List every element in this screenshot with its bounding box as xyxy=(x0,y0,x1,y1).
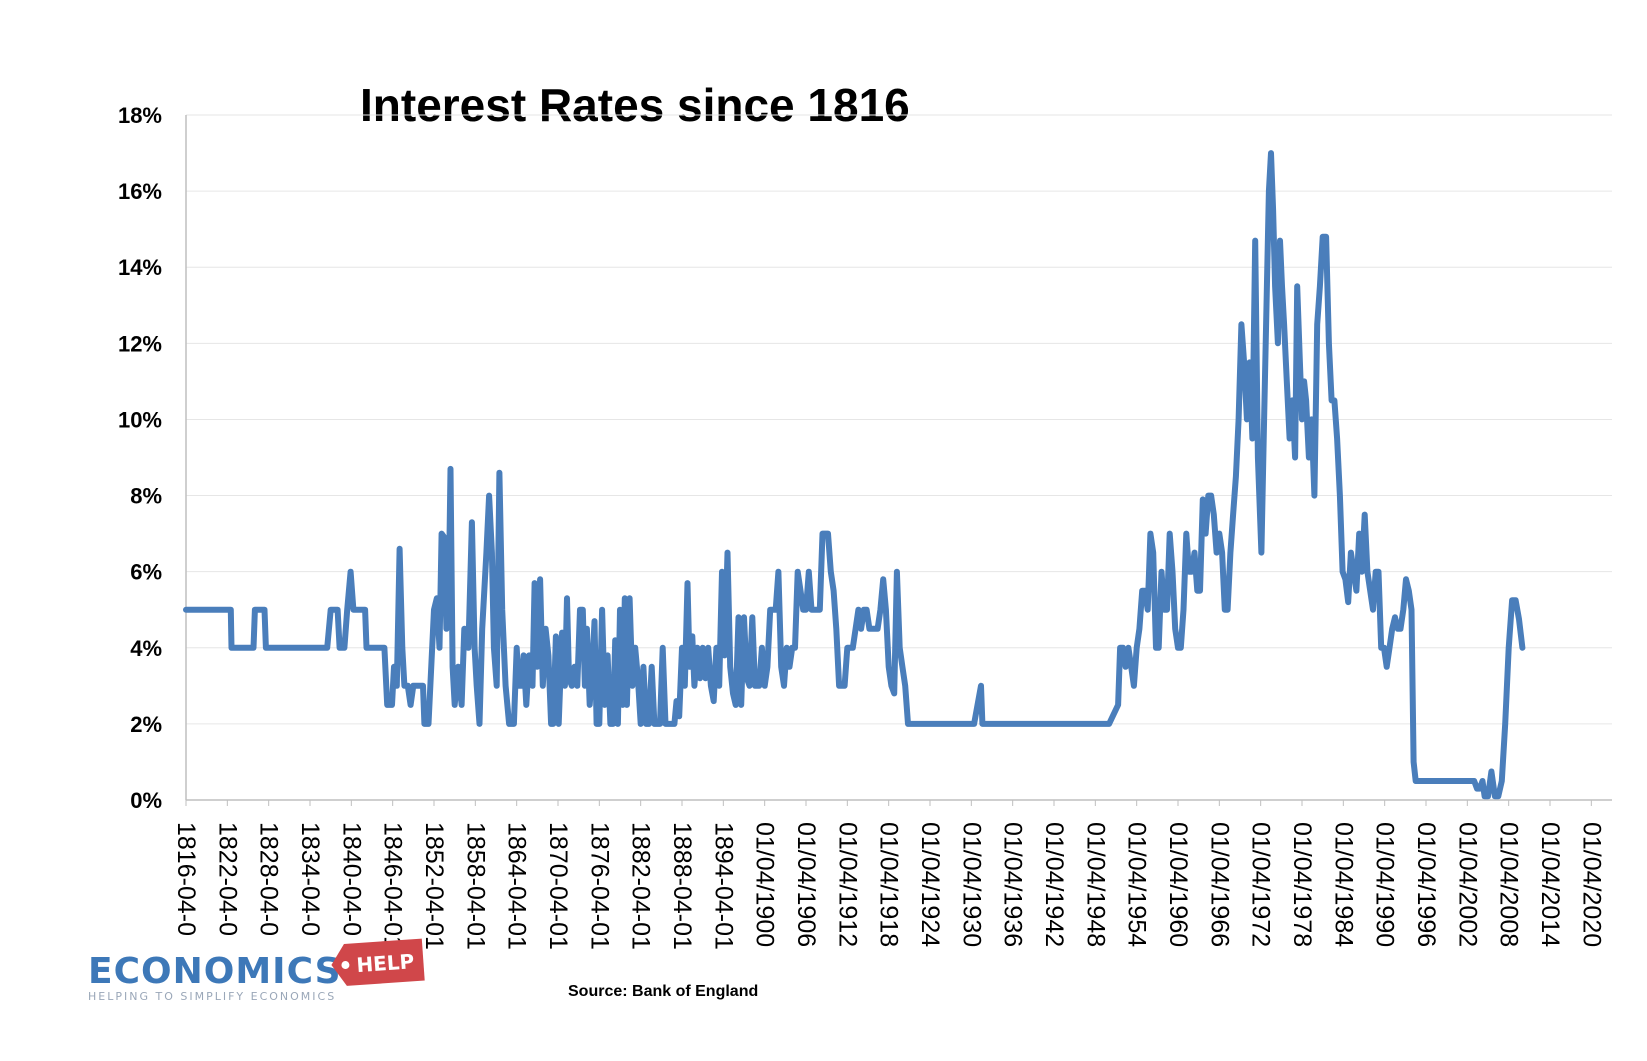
x-tick-label: 01/04/1966 xyxy=(1205,822,1233,947)
x-tick-label: 01/04/2008 xyxy=(1495,822,1523,947)
logo-tagline: HELPING TO SIMPLIFY ECONOMICS xyxy=(88,990,336,1003)
axes xyxy=(185,115,1612,801)
x-tick-label: 01/04/2014 xyxy=(1536,822,1564,947)
x-tick-label: 01/04/1990 xyxy=(1371,822,1399,947)
x-tick-label: 01/04/1906 xyxy=(792,822,820,947)
y-tick-label: 10% xyxy=(118,407,162,432)
x-tick-label: 1846-04-01 xyxy=(379,822,407,950)
y-tick-label: 8% xyxy=(130,484,162,509)
x-tick-label: 1822-04-0 xyxy=(213,822,241,936)
logo-badge: HELP xyxy=(331,938,425,986)
y-tick-label: 0% xyxy=(130,788,162,813)
x-tick-label: 01/04/1948 xyxy=(1081,822,1109,947)
x-tick-label: 01/04/1912 xyxy=(833,822,861,947)
x-tick-label: 01/04/1954 xyxy=(1123,822,1151,947)
x-tick-label: 01/04/1924 xyxy=(916,822,944,947)
x-tick-label: 1876-04-01 xyxy=(585,822,613,950)
logo-badge-text: HELP xyxy=(356,949,415,977)
x-tick-label: 01/04/1930 xyxy=(957,822,985,947)
y-tick-label: 4% xyxy=(130,636,162,661)
x-tick-label: 01/04/1900 xyxy=(751,822,779,947)
source-note: Source: Bank of England xyxy=(568,983,758,1000)
x-tick-label: 01/04/1996 xyxy=(1412,822,1440,947)
x-tick-label: 1816-04-0 xyxy=(172,822,200,936)
x-tick-label: 1864-04-01 xyxy=(503,822,531,950)
y-tick-label: 6% xyxy=(130,560,162,585)
x-tick-label: 01/04/2020 xyxy=(1577,822,1605,947)
x-tick-label: 1858-04-01 xyxy=(461,822,489,950)
x-tick-label: 01/04/1984 xyxy=(1329,822,1357,947)
y-tick-label: 2% xyxy=(130,712,162,737)
rate-series-line xyxy=(183,150,1526,800)
x-tick-label: 01/04/1918 xyxy=(875,822,903,947)
series-layer xyxy=(183,150,1526,800)
y-tick-label: 12% xyxy=(118,331,162,356)
gridlines xyxy=(186,114,1612,725)
x-tick-label: 1882-04-01 xyxy=(627,822,655,950)
x-tick-label: 01/04/1942 xyxy=(1040,822,1068,947)
x-tick-label: 1852-04-01 xyxy=(420,822,448,950)
x-tick-label: 1894-04-01 xyxy=(709,822,737,950)
x-tick-label: 1870-04-01 xyxy=(544,822,572,950)
y-tick-label: 18% xyxy=(118,103,162,128)
economics-help-logo[interactable]: ECONOMICS HELP HELPING TO SIMPLIFY ECONO… xyxy=(88,938,425,1003)
x-tick-label: 1888-04-01 xyxy=(668,822,696,950)
x-tick-labels: 1816-04-0 1822-04-0 1828-04-0 1834-04-0 1840… xyxy=(172,800,1605,950)
x-tick-label: 1834-04-0 xyxy=(296,822,324,936)
x-tick-label: 1828-04-0 xyxy=(255,822,283,936)
x-tick-label: 01/04/2002 xyxy=(1453,822,1481,947)
x-tick-label: 01/04/1972 xyxy=(1247,822,1275,947)
y-tick-labels: 0% 2% 4% 6% 8% 10% 12% 14% 16% 18% xyxy=(118,103,162,813)
x-tick-label: 01/04/1936 xyxy=(999,822,1027,947)
y-tick-label: 14% xyxy=(118,255,162,280)
x-tick-label: 01/04/1960 xyxy=(1164,822,1192,947)
x-tick-label: 1840-04-0 xyxy=(337,822,365,936)
y-tick-label: 16% xyxy=(118,179,162,204)
x-tick-label: 01/04/1978 xyxy=(1288,822,1316,947)
logo-text: ECONOMICS xyxy=(88,951,342,992)
chart-title: Interest Rates since 1816 xyxy=(360,79,910,131)
